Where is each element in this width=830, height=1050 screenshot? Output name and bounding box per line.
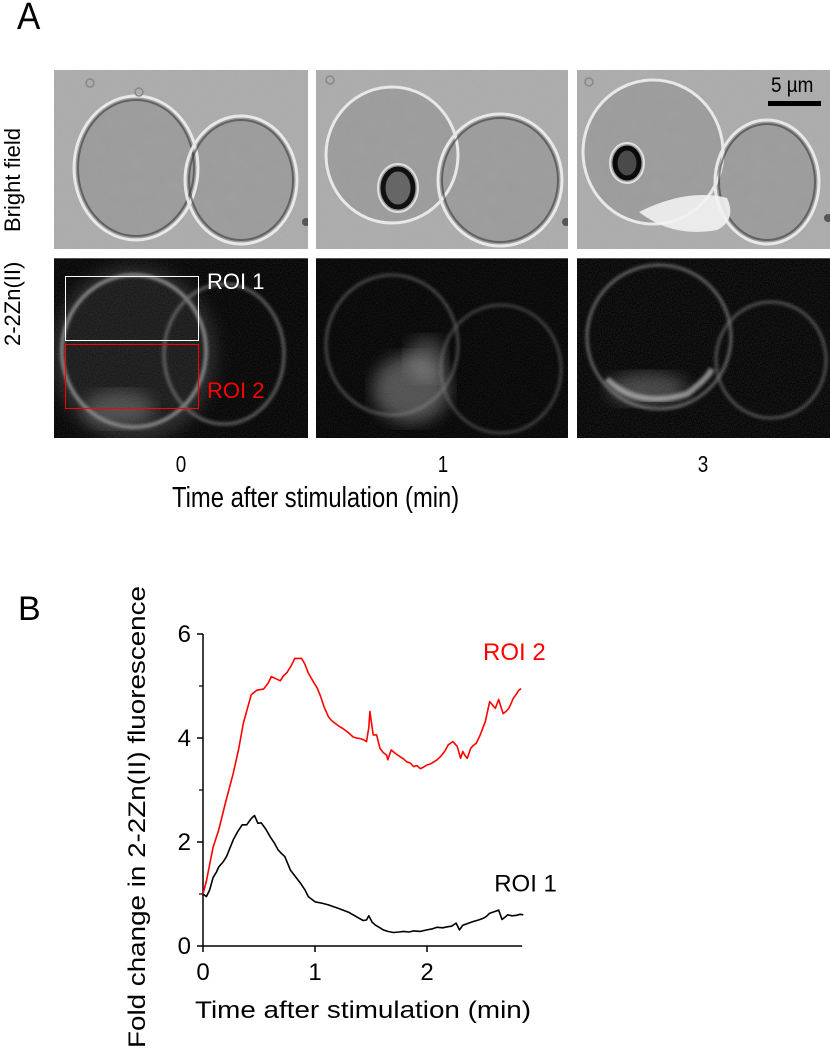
fluorescence-image-t3 — [577, 259, 830, 438]
series-label-roi-2: ROI 2 — [483, 639, 546, 666]
brightfield-image-t0 — [54, 70, 308, 249]
scale-bar — [768, 101, 821, 106]
y-tick-label: 2 — [178, 829, 191, 856]
y-tick-label: 6 — [178, 621, 191, 648]
y-tick-label: 4 — [178, 725, 191, 752]
chart-series — [202, 657, 524, 934]
roi-2-box — [65, 344, 199, 409]
x-tick-label: 2 — [420, 959, 433, 986]
panel-divider — [316, 258, 568, 259]
series-line-roi-1 — [202, 814, 524, 934]
fluorescence-image-t1 — [316, 259, 568, 438]
series-line-roi-2 — [202, 657, 522, 895]
chart-labels: ROI 2 ROI 1 — [483, 639, 557, 897]
time-label-3: 3 — [697, 451, 709, 477]
brightfield-image-t1 — [316, 70, 568, 249]
panel-divider — [54, 258, 308, 259]
roi-1-box — [65, 276, 199, 341]
chart-axes: 0 2 4 6 0 1 2 Time after stimulation (min) Fold … — [124, 586, 531, 1048]
panel-b-label: B — [18, 590, 41, 628]
y-tick-label: 0 — [178, 933, 191, 960]
y-axis-title: Fold change in 2-2Zn(II) fluorescence — [124, 586, 151, 1048]
x-tick-label: 0 — [196, 959, 209, 986]
panel-divider — [577, 258, 830, 259]
panel-a-label: A — [17, 0, 41, 38]
time-label-1: 1 — [437, 451, 449, 477]
series-label-roi-1: ROI 1 — [494, 870, 557, 897]
roi-2-label: ROI 2 — [207, 378, 265, 403]
roi-1-label: ROI 1 — [207, 269, 265, 294]
scale-bar-label: 5 µm — [771, 74, 814, 97]
x-axis-title: Time after stimulation (min) — [195, 997, 531, 1024]
x-tick-label: 1 — [308, 959, 321, 986]
panel-a-x-axis-title: Time after stimulation (min) — [172, 482, 460, 514]
time-label-0: 0 — [175, 451, 187, 477]
fluorescence-image-t0: ROI 1 ROI 2 — [54, 259, 308, 438]
brightfield-image-t3: 5 µm — [577, 70, 830, 249]
